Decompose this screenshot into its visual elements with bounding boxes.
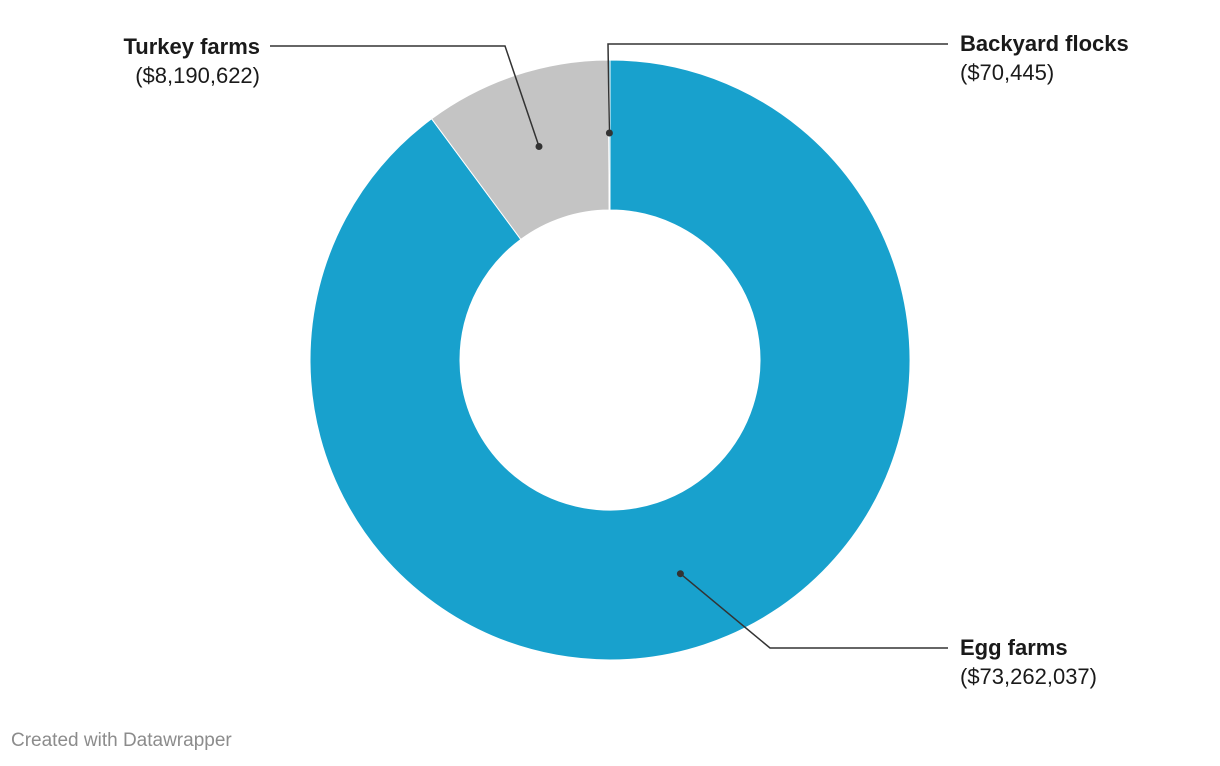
leader-dot-egg-farms bbox=[676, 570, 684, 578]
label-name-backyard-flocks: Backyard flocks bbox=[960, 31, 1129, 56]
leader-dot-backyard-flocks bbox=[605, 129, 613, 137]
donut-slices bbox=[309, 59, 911, 661]
label-value-backyard-flocks: ($70,445) bbox=[960, 60, 1054, 85]
slice-egg-farms bbox=[309, 59, 911, 661]
label-name-turkey-farms: Turkey farms bbox=[123, 34, 260, 59]
label-value-turkey-farms: ($8,190,622) bbox=[135, 63, 260, 88]
datawrapper-credit: Created with Datawrapper bbox=[11, 730, 232, 751]
leader-line-turkey-farms bbox=[270, 45, 540, 147]
label-leader-lines bbox=[270, 43, 948, 649]
leader-dot-turkey-farms bbox=[535, 143, 543, 150]
label-value-egg-farms: ($73,262,037) bbox=[960, 664, 1097, 689]
slice-labels: Egg farms ($73,262,037) Turkey farms ($8,19… bbox=[123, 31, 1128, 689]
leader-line-egg-farms bbox=[679, 573, 948, 649]
leader-line-backyard-flocks bbox=[607, 43, 948, 134]
label-name-egg-farms: Egg farms bbox=[960, 635, 1068, 660]
